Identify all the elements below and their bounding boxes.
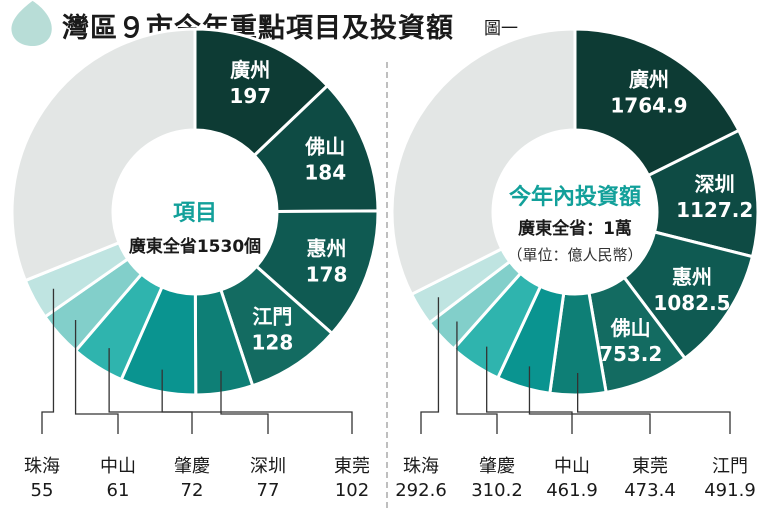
- slice-value: 128: [251, 330, 293, 354]
- center-title: 項目: [173, 201, 217, 226]
- slice-value: 1764.9: [610, 94, 687, 118]
- figure-label: 圖一: [484, 19, 518, 39]
- slice-value: 1082.5: [653, 291, 730, 315]
- slice-label: 廣州: [629, 68, 669, 92]
- category-label: 中山: [554, 456, 590, 477]
- center-note: （單位：億人民幣）: [507, 246, 642, 264]
- slice-label: 惠州: [672, 265, 712, 289]
- category-label: 肇慶: [174, 456, 210, 477]
- value-label: 102: [335, 480, 369, 501]
- drop-icon: [11, 0, 52, 46]
- leader-line: [456, 321, 498, 434]
- leader-line: [420, 297, 440, 434]
- value-label: 292.6: [395, 480, 447, 501]
- category-label: 珠海: [24, 456, 60, 477]
- value-label: 461.9: [546, 480, 598, 501]
- leader-line: [161, 369, 353, 434]
- category-label: 東莞: [632, 456, 668, 477]
- value-label: 61: [107, 480, 130, 501]
- value-label: 491.9: [704, 480, 756, 501]
- slice-value: 753.2: [599, 342, 662, 366]
- slice-value: 184: [304, 160, 346, 184]
- value-label: 77: [257, 480, 280, 501]
- center-subtitle: 廣東全省：1萬: [518, 218, 632, 239]
- slice-label: 江門: [252, 304, 292, 328]
- center-title: 今年內投資額: [509, 184, 641, 210]
- category-label: 深圳: [250, 456, 286, 477]
- category-label: 肇慶: [479, 456, 515, 477]
- value-label: 55: [31, 480, 54, 501]
- category-label: 中山: [100, 456, 136, 477]
- slice-廣州: [573, 27, 741, 178]
- slice-label: 惠州: [307, 236, 347, 260]
- leader-line: [220, 370, 269, 434]
- slice-label: 廣州: [230, 58, 270, 82]
- category-label: 江門: [712, 456, 748, 477]
- slice-value: 178: [306, 262, 348, 286]
- value-label: 310.2: [471, 480, 523, 501]
- slice-label: 佛山: [304, 134, 345, 158]
- chart-divider: [386, 62, 388, 508]
- leader-line: [108, 348, 193, 434]
- slice-label: 佛山: [610, 316, 651, 340]
- header: 灣區９市今年重點項目及投資額 圖一: [0, 0, 774, 50]
- slice-rest: [10, 27, 197, 283]
- leader-line: [528, 366, 651, 434]
- value-label: 72: [181, 480, 204, 501]
- slice-value: 1127.2: [676, 198, 753, 222]
- center-subtitle: 廣東全省1530個: [129, 236, 261, 257]
- category-label: 珠海: [403, 456, 439, 477]
- slice-rest: [390, 27, 577, 297]
- category-label: 東莞: [334, 456, 370, 477]
- slice-廣州: [193, 27, 330, 158]
- slice-label: 深圳: [695, 172, 735, 196]
- leader-line: [74, 319, 119, 434]
- leader-line: [577, 372, 731, 434]
- leader-line: [41, 288, 55, 434]
- slice-value: 197: [229, 84, 271, 108]
- value-label: 473.4: [624, 480, 676, 501]
